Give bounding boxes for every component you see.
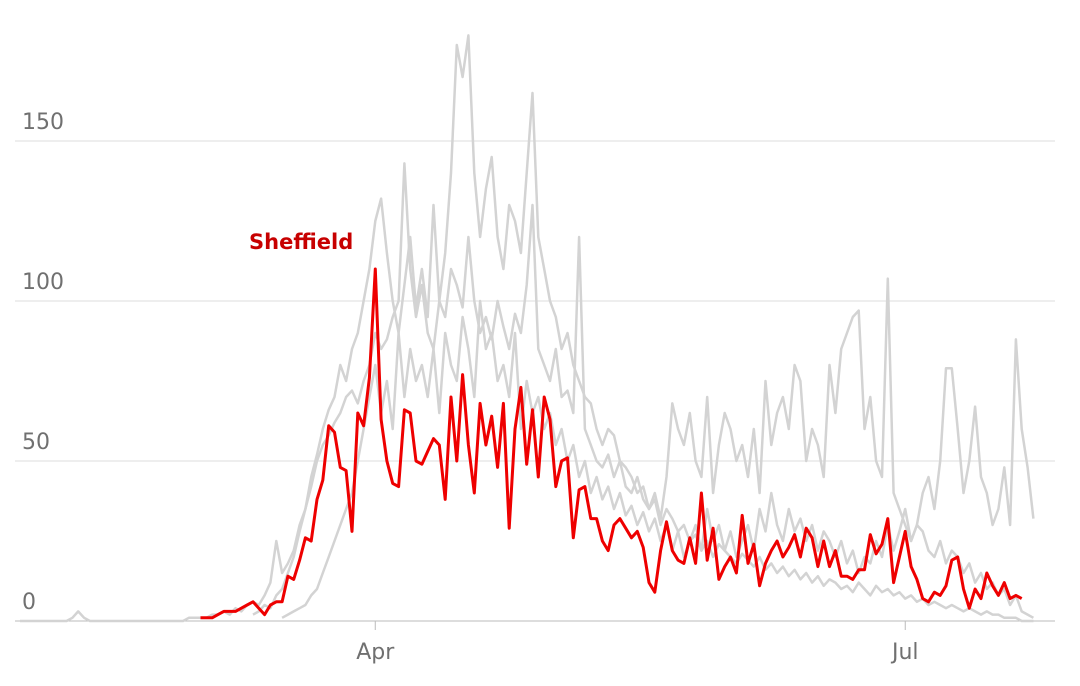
y-tick-label: 50 [22, 430, 50, 455]
y-tick-label: 100 [22, 270, 64, 295]
x-tick-label: Apr [356, 640, 395, 665]
series-line [252, 34, 1034, 623]
series-line [20, 162, 1035, 623]
highlight-line [200, 267, 1023, 620]
series-label: Sheffield [249, 230, 353, 254]
series-line [281, 299, 1035, 619]
y-tick-label: 150 [22, 110, 64, 135]
y-tick-label: 0 [22, 590, 36, 615]
x-tick-label: Jul [890, 640, 919, 665]
